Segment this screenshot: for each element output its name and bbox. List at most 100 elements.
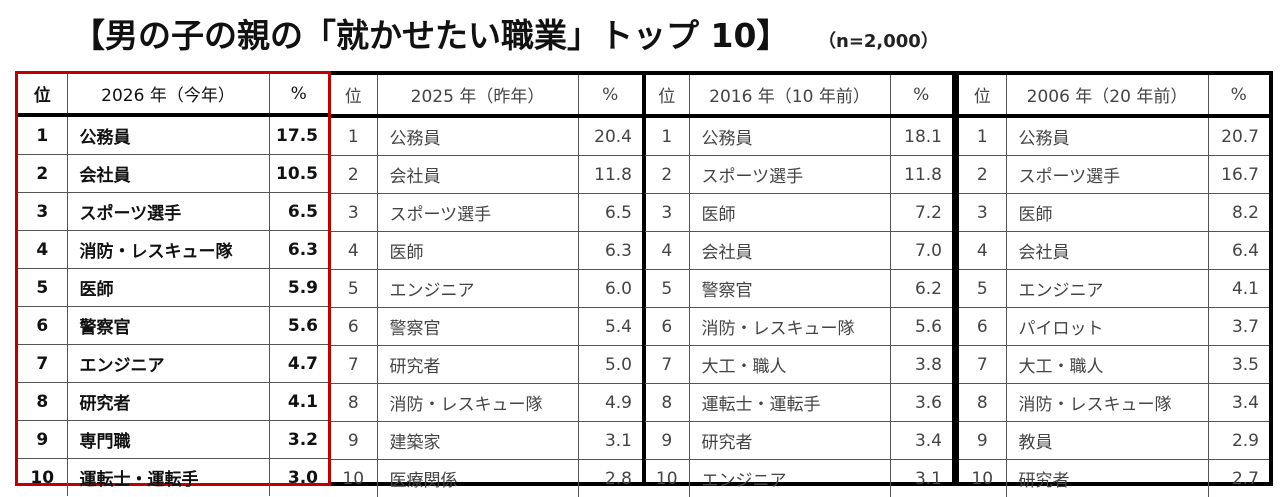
table-row: 1 公務員 18.1: [645, 115, 952, 156]
job-cell: 医師: [376, 231, 579, 270]
table-header-row: 位 2026 年（今年） %: [18, 74, 328, 117]
rank-cell: 10: [959, 459, 1007, 497]
rank-cell: 2: [959, 155, 1007, 194]
percent-cell: 4.1: [1207, 269, 1269, 308]
percent-cell: 3.4: [889, 421, 952, 460]
job-cell: 研究者: [1005, 459, 1209, 497]
table-row: 8 消防・レスキュー隊 4.9: [330, 383, 642, 422]
percent-cell: 6.2: [889, 269, 952, 308]
table-row: 10 エンジニア 3.1: [645, 459, 952, 497]
job-cell: 公務員: [1005, 115, 1209, 156]
rank-cell: 10: [645, 459, 690, 497]
column-header-rank: 位: [18, 74, 68, 117]
job-cell: 消防・レスキュー隊: [66, 230, 270, 269]
rank-cell: 6: [959, 307, 1007, 346]
rank-cell: 10: [330, 459, 378, 497]
percent-cell: 8.2: [1207, 193, 1269, 232]
job-cell: 会社員: [66, 154, 270, 193]
table-row: 6 警察官 5.6: [18, 306, 328, 345]
rank-cell: 2: [645, 155, 690, 194]
table-row: 3 医師 7.2: [645, 193, 952, 232]
table-header-row: 位 2016 年（10 年前） %: [645, 75, 952, 118]
job-cell: 医師: [688, 193, 891, 232]
job-cell: エンジニア: [688, 459, 891, 497]
job-cell: パイロット: [1005, 307, 1209, 346]
percent-cell: 7.0: [889, 231, 952, 270]
rank-cell: 8: [959, 383, 1007, 422]
percent-cell: 6.0: [577, 269, 642, 308]
column-header-percent: %: [577, 75, 642, 118]
rank-cell: 9: [959, 421, 1007, 460]
rank-cell: 1: [330, 115, 378, 156]
table-row: 4 会社員 6.4: [959, 231, 1269, 270]
percent-cell: 6.5: [577, 193, 642, 232]
job-cell: スポーツ選手: [66, 192, 270, 231]
table-row: 6 パイロット 3.7: [959, 307, 1269, 346]
percent-cell: 3.0: [268, 458, 328, 496]
percent-cell: 3.4: [1207, 383, 1269, 422]
rank-cell: 5: [959, 269, 1007, 308]
percent-cell: 3.1: [889, 459, 952, 497]
rank-cell: 3: [18, 192, 68, 231]
rank-cell: 7: [645, 345, 690, 384]
column-header-percent: %: [889, 75, 952, 118]
table-row: 3 スポーツ選手 6.5: [18, 192, 328, 231]
job-cell: スポーツ選手: [1005, 155, 1209, 194]
percent-cell: 17.5: [268, 114, 328, 155]
percent-cell: 2.8: [577, 459, 642, 497]
rank-cell: 9: [18, 420, 68, 459]
table-row: 3 スポーツ選手 6.5: [330, 193, 642, 232]
table-row: 5 警察官 6.2: [645, 269, 952, 308]
table-row: 4 医師 6.3: [330, 231, 642, 270]
rank-cell: 4: [645, 231, 690, 270]
table-row: 9 専門職 3.2: [18, 420, 328, 459]
table-row: 7 大工・職人 3.5: [959, 345, 1269, 384]
column-header-year: 2025 年（昨年）: [376, 75, 579, 118]
percent-cell: 3.5: [1207, 345, 1269, 384]
job-cell: 消防・レスキュー隊: [376, 383, 579, 422]
column-header-rank: 位: [959, 75, 1007, 118]
table-row: 10 運転士・運転手 3.0: [18, 458, 328, 496]
table-row: 7 大工・職人 3.8: [645, 345, 952, 384]
percent-cell: 11.8: [889, 155, 952, 194]
rank-cell: 7: [18, 344, 68, 383]
percent-cell: 4.9: [577, 383, 642, 422]
column-header-year: 2006 年（20 年前）: [1005, 75, 1209, 118]
job-cell: 公務員: [66, 114, 270, 155]
rank-cell: 1: [645, 115, 690, 156]
table-row: 1 公務員 20.4: [330, 115, 642, 156]
percent-cell: 4.7: [268, 344, 328, 383]
percent-cell: 18.1: [889, 115, 952, 156]
job-cell: 大工・職人: [688, 345, 891, 384]
table-2026-current: 位 2026 年（今年） % 1 公務員 17.5 2 会社員 10.5 3 スポーツ選手…: [15, 71, 331, 496]
percent-cell: 11.8: [577, 155, 642, 194]
percent-cell: 4.1: [268, 382, 328, 421]
job-cell: 大工・職人: [1005, 345, 1209, 384]
rank-cell: 9: [645, 421, 690, 460]
job-cell: 医師: [66, 268, 270, 307]
table-row: 8 消防・レスキュー隊 3.4: [959, 383, 1269, 422]
table-row: 7 エンジニア 4.7: [18, 344, 328, 383]
table-row: 7 研究者 5.0: [330, 345, 642, 384]
job-cell: 警察官: [688, 269, 891, 308]
ranking-tables: 位 2026 年（今年） % 1 公務員 17.5 2 会社員 10.5 3 スポーツ選手…: [15, 71, 1273, 497]
job-cell: 警察官: [376, 307, 579, 346]
percent-cell: 10.5: [268, 154, 328, 193]
rank-cell: 2: [330, 155, 378, 194]
table-row: 4 消防・レスキュー隊 6.3: [18, 230, 328, 269]
rank-cell: 1: [959, 115, 1007, 156]
table-2016-ten-years-ago: 位 2016 年（10 年前） % 1 公務員 18.1 2 スポーツ選手 11.8 3…: [645, 71, 956, 497]
rank-cell: 3: [330, 193, 378, 232]
table-row: 5 医師 5.9: [18, 268, 328, 307]
ranking-table: 位 2026 年（今年） % 1 公務員 17.5 2 会社員 10.5 3 スポーツ選手…: [18, 74, 328, 496]
table-row: 6 警察官 5.4: [330, 307, 642, 346]
table-row: 3 医師 8.2: [959, 193, 1269, 232]
percent-cell: 3.8: [889, 345, 952, 384]
job-cell: 消防・レスキュー隊: [1005, 383, 1209, 422]
job-cell: 専門職: [66, 420, 270, 459]
percent-cell: 3.2: [268, 420, 328, 459]
column-header-year: 2016 年（10 年前）: [688, 75, 891, 118]
rank-cell: 8: [645, 383, 690, 422]
rank-cell: 5: [18, 268, 68, 307]
percent-cell: 6.5: [268, 192, 328, 231]
